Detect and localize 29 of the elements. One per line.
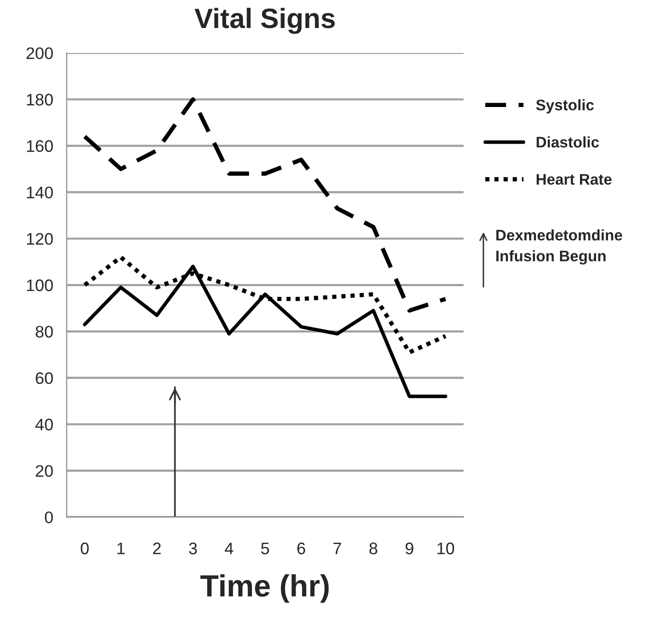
legend-label: Heart Rate	[536, 174, 612, 185]
y-tick-label: 20	[36, 465, 53, 477]
y-tick-label: 100	[26, 279, 53, 292]
legend-label: Diastolic	[536, 136, 599, 148]
x-tick-label: 0	[80, 542, 89, 554]
x-tick-label: 7	[334, 542, 342, 554]
line-series	[82, 97, 448, 313]
y-tick-label: 60	[36, 372, 53, 384]
x-tick-label: 4	[224, 542, 234, 554]
x-tick-label: 6	[297, 542, 306, 554]
x-axis-title: Time (hr)	[200, 574, 329, 603]
x-tick-label: 9	[406, 542, 414, 554]
x-tick-label: 3	[188, 542, 197, 554]
x-tick-label: 10	[438, 542, 454, 554]
y-tick-label: 200	[26, 47, 53, 60]
y-tick-label: 80	[36, 326, 53, 338]
x-tick-label: 5	[261, 542, 270, 554]
chart-title: Vital Signs	[194, 8, 335, 34]
y-tick-label: 40	[35, 418, 53, 430]
y-tick-label: 120	[26, 233, 53, 245]
y-tick-label: 0	[44, 511, 53, 524]
x-tick-label: 8	[369, 542, 378, 554]
legend-label: Dexmedetomdine Infusion Begun	[496, 229, 622, 265]
x-tick-label: 1	[117, 542, 125, 554]
legend-label: Systolic	[536, 99, 594, 114]
x-tick-label: 2	[153, 542, 161, 554]
y-tick-label: 160	[26, 140, 53, 152]
y-tick-label: 140	[26, 186, 53, 198]
y-tick-label: 180	[26, 94, 53, 106]
